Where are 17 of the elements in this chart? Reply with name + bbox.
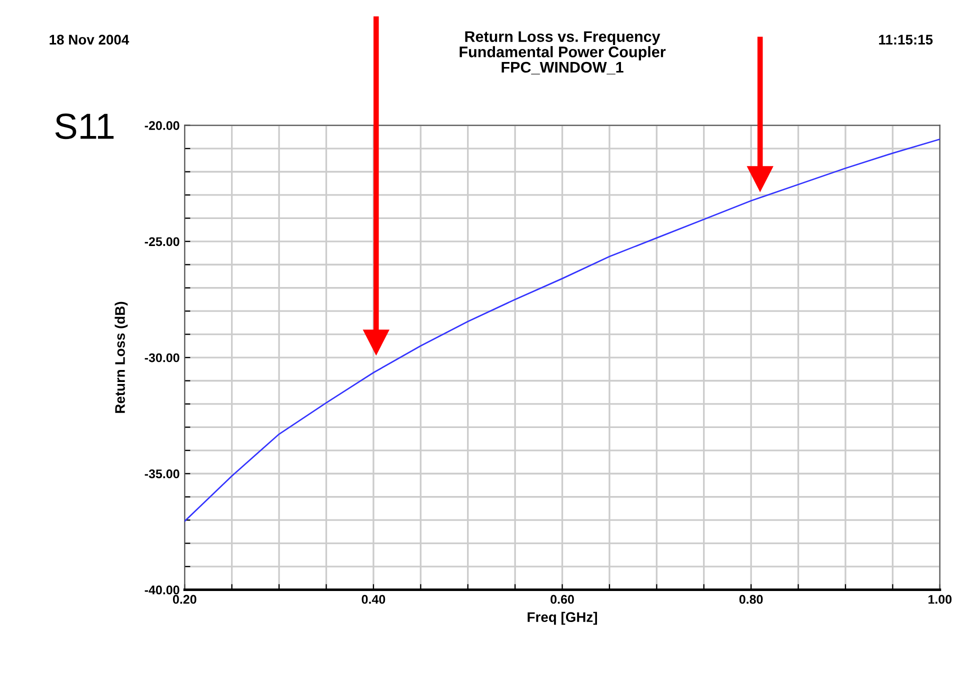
x-tick-label: 0.60: [550, 594, 574, 604]
y-tick-label: -40.00: [144, 586, 180, 594]
y-axis-title: Return Loss (dB): [114, 302, 128, 413]
x-tick-label: 0.80: [739, 594, 763, 604]
y-tick-label: -30.00: [144, 353, 180, 362]
line-series: [184, 138, 940, 522]
x-tick-label: 0.40: [362, 594, 386, 604]
text: S11: [55, 114, 114, 140]
x-tick-label: 1.00: [928, 594, 952, 604]
x-tick-label: 0.20: [172, 594, 196, 604]
y-tick-label: -35.00: [144, 469, 180, 478]
chart-title: Return Loss vs. Frequency Fundamental Power Coupler FPC_WINDOW_1: [460, 31, 666, 74]
x-axis-title: Freq [GHz]: [528, 612, 597, 625]
y-tick-label: -20.00: [144, 121, 180, 130]
text: 11:15:15: [879, 34, 933, 45]
text: 18 Nov 2004: [50, 34, 130, 45]
y-tick-label: -25.00: [144, 237, 180, 246]
